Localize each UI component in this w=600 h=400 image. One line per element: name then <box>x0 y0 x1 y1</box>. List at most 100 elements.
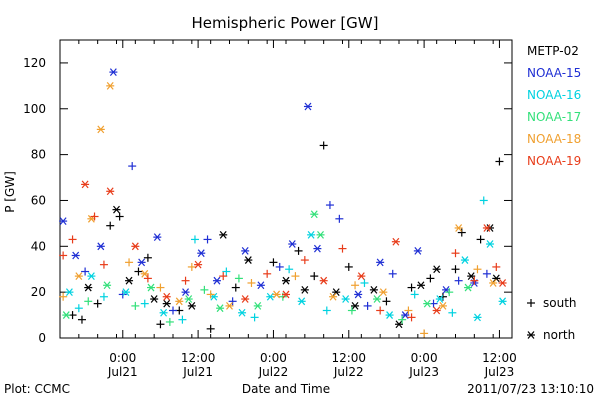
footer-credit: Plot: CCMC <box>4 382 70 396</box>
data-point-south <box>426 274 435 283</box>
data-point-north <box>153 233 162 242</box>
series-metp-02 <box>68 141 504 333</box>
x-tick-label-time: 12:00 <box>181 351 216 365</box>
data-point-north <box>244 256 253 264</box>
data-point-north <box>81 180 90 189</box>
data-point-north <box>332 288 341 297</box>
data-point-north <box>423 299 432 308</box>
data-point-south <box>388 269 397 278</box>
data-point-south <box>495 157 504 166</box>
data-point-south <box>131 301 140 310</box>
x-tick-label-date: Jul22 <box>258 365 289 379</box>
data-point-south <box>285 265 294 274</box>
data-point-north <box>212 276 221 285</box>
data-point-north <box>84 283 93 292</box>
legend-entry: NOAA-19 <box>527 154 581 168</box>
data-point-south <box>181 276 190 285</box>
data-point-south <box>310 272 319 281</box>
series-noaa-19 <box>59 180 507 322</box>
data-point-north <box>473 313 482 322</box>
data-point-north <box>106 187 115 196</box>
data-point-north <box>162 299 171 308</box>
data-point-south <box>454 276 463 285</box>
data-point-north <box>96 242 105 251</box>
x-tick-label-time: 0:00 <box>260 351 287 365</box>
data-point-north <box>184 295 193 303</box>
y-tick-label: 100 <box>23 102 46 116</box>
x-tick-label-date: Jul22 <box>333 365 364 379</box>
data-point-south <box>84 297 93 306</box>
data-point-south <box>115 212 124 221</box>
data-point-north <box>59 217 68 225</box>
data-point-north <box>498 297 507 306</box>
data-point-south <box>228 297 237 306</box>
chart-title: Hemispheric Power [GW] <box>192 14 379 32</box>
data-point-north <box>391 237 400 246</box>
data-point-north <box>413 247 422 255</box>
data-point-north <box>376 258 385 267</box>
data-point-north <box>187 302 196 310</box>
data-point-north <box>125 276 134 285</box>
data-point-south <box>325 201 334 210</box>
data-point-south <box>473 265 482 274</box>
data-point-north <box>272 290 281 299</box>
data-point-south <box>165 317 174 326</box>
data-point-south <box>407 313 416 322</box>
series-noaa-17 <box>62 210 473 326</box>
marker-legend-label: north <box>543 328 575 342</box>
data-point-north <box>464 283 473 292</box>
data-point-north <box>329 292 338 301</box>
data-point-south <box>476 235 485 244</box>
legend-entry: NOAA-15 <box>527 66 581 80</box>
data-point-south <box>263 269 272 278</box>
y-tick-label: 0 <box>38 331 46 345</box>
data-point-north <box>319 276 328 285</box>
data-point-north <box>310 210 319 219</box>
data-point-north <box>253 302 262 310</box>
data-point-south <box>347 306 356 315</box>
data-point-south <box>169 306 177 315</box>
data-point-south <box>250 313 259 322</box>
data-point-south <box>99 292 108 301</box>
data-point-south <box>206 324 215 333</box>
data-point-south <box>407 283 416 292</box>
data-point-north <box>416 281 425 290</box>
data-point-north <box>150 295 159 303</box>
data-point-north <box>288 240 297 248</box>
data-point-south <box>59 292 68 301</box>
x-tick-label-date: Jul23 <box>408 365 439 379</box>
data-point-south <box>59 251 68 260</box>
data-point-south <box>448 308 457 317</box>
data-point-north <box>131 242 140 251</box>
data-point-south <box>404 306 413 315</box>
data-point-south <box>482 269 491 278</box>
y-axis-label: P [GW] <box>3 171 17 213</box>
data-point-south <box>335 214 344 223</box>
data-point-south <box>81 267 90 276</box>
legend-entry: NOAA-18 <box>527 132 581 146</box>
data-point-north <box>282 276 290 285</box>
data-point-south <box>445 288 454 297</box>
data-point-north <box>159 308 168 317</box>
data-point-north <box>241 247 250 255</box>
data-point-south <box>451 265 460 274</box>
y-tick-label: 20 <box>31 285 46 299</box>
data-point-south <box>451 249 460 258</box>
series-noaa-18 <box>59 81 498 338</box>
data-point-north <box>482 224 491 232</box>
data-point-north <box>74 272 83 280</box>
data-point-north <box>460 256 469 264</box>
data-point-south <box>410 290 419 299</box>
data-point-north <box>181 288 190 297</box>
data-point-north <box>379 288 388 297</box>
y-tick-label: 60 <box>31 193 46 207</box>
data-point-north <box>300 285 309 294</box>
data-point-south <box>125 258 134 267</box>
data-point-south <box>99 260 108 269</box>
data-point-south <box>156 283 165 292</box>
data-point-north <box>369 285 378 294</box>
data-point-north <box>106 81 115 90</box>
data-point-north <box>175 297 184 306</box>
data-point-north <box>297 297 306 306</box>
